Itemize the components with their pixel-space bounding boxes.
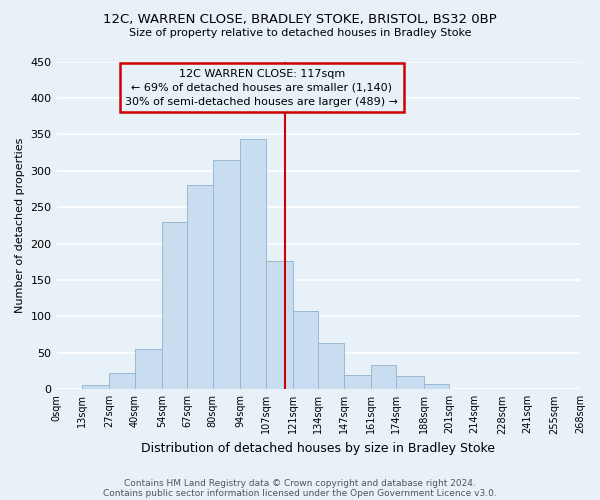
X-axis label: Distribution of detached houses by size in Bradley Stoke: Distribution of detached houses by size … <box>141 442 495 455</box>
Text: Contains HM Land Registry data © Crown copyright and database right 2024.: Contains HM Land Registry data © Crown c… <box>124 478 476 488</box>
Text: Contains public sector information licensed under the Open Government Licence v3: Contains public sector information licen… <box>103 488 497 498</box>
Bar <box>187 186 213 390</box>
Y-axis label: Number of detached properties: Number of detached properties <box>15 138 25 313</box>
Bar <box>397 376 424 390</box>
Bar <box>293 310 318 390</box>
Text: Size of property relative to detached houses in Bradley Stoke: Size of property relative to detached ho… <box>129 28 471 38</box>
Bar <box>134 349 162 390</box>
Bar <box>109 374 134 390</box>
Text: 12C WARREN CLOSE: 117sqm
← 69% of detached houses are smaller (1,140)
30% of sem: 12C WARREN CLOSE: 117sqm ← 69% of detach… <box>125 69 398 107</box>
Text: 12C, WARREN CLOSE, BRADLEY STOKE, BRISTOL, BS32 0BP: 12C, WARREN CLOSE, BRADLEY STOKE, BRISTO… <box>103 12 497 26</box>
Bar <box>162 222 187 390</box>
Bar <box>424 384 449 390</box>
Bar <box>82 385 109 390</box>
Bar <box>240 140 266 390</box>
Bar <box>344 376 371 390</box>
Bar <box>318 344 344 390</box>
Bar <box>371 366 397 390</box>
Bar <box>266 261 293 390</box>
Bar <box>213 160 240 390</box>
